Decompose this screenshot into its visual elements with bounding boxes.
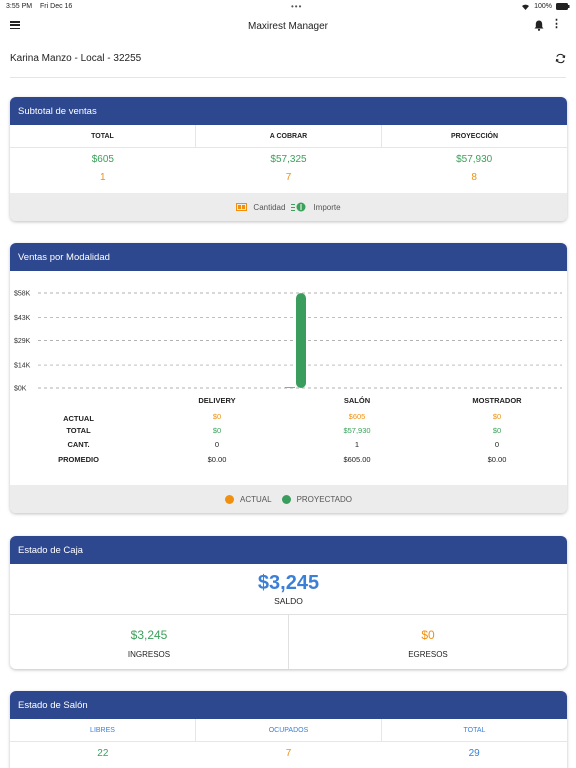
salon-header-ocupados: OCUPADOS <box>195 719 381 742</box>
caja-saldo: $3,245 SALDO <box>10 564 567 615</box>
legend-importe: Importe <box>313 202 341 212</box>
salon-total-value: 29 <box>468 748 480 759</box>
status-time: 3:55 PM <box>6 2 33 10</box>
wifi-icon <box>522 4 530 10</box>
multitask-dots-icon[interactable]: ••• <box>291 1 303 11</box>
cell-actual-salon: $605 <box>348 411 366 421</box>
subtotal-amount: $605 <box>91 154 114 165</box>
salon-header-total: TOTAL <box>381 719 567 742</box>
subtotal-count: 7 <box>285 172 292 183</box>
location-label: Karina Manzo - Local - 32255 <box>10 53 142 64</box>
table-row: ACTUAL $0 $605 $0 <box>10 409 567 424</box>
battery-icon <box>555 2 570 10</box>
ingresos-value: $3,245 <box>130 628 168 642</box>
app-bar: Maxirest Manager ⋮ <box>0 12 576 40</box>
caja-ingresos: $3,245 INGRESOS <box>10 615 289 669</box>
cell-total-delivery: $0 <box>212 425 222 435</box>
cell-cant-salon: 1 <box>354 440 360 449</box>
salon-values: 22 7 29 <box>10 742 567 759</box>
legend-actual-dot-icon <box>225 494 234 504</box>
cell-promedio-mostrador: $0.00 <box>487 455 507 464</box>
subtotal-amount: $57,930 <box>456 154 493 165</box>
status-time-date: 3:55 PM Fri Dec 16 <box>6 3 72 10</box>
row-label-cant: CANT. <box>67 440 90 449</box>
cell-total-mostrador: $0 <box>492 425 502 435</box>
legend-proyectado: PROYECTADO <box>296 494 352 504</box>
subtotal-count: 1 <box>100 172 106 183</box>
cell-cant-mostrador: 0 <box>494 440 500 449</box>
app-title: Maxirest Manager <box>247 20 329 32</box>
battery-percent: 100% <box>534 2 552 10</box>
cell-actual-mostrador: $0 <box>492 411 502 421</box>
salon-title: Estado de Salón <box>10 691 567 719</box>
egresos-label: EGRESOS <box>408 650 448 659</box>
saldo-label: SALDO <box>274 596 303 606</box>
subtotal-headers: TOTAL A COBRAR PROYECCIÓN <box>10 125 567 148</box>
bar-actual <box>285 387 295 388</box>
bar-proyectado <box>296 293 306 388</box>
ingresos-label: INGRESOS <box>127 650 171 659</box>
modalidad-table: DELIVERY SALÓN MOSTRADOR ACTUAL $0 $605 … <box>10 391 567 467</box>
salon-libres-value: 22 <box>97 748 109 759</box>
modalidad-header-row: DELIVERY SALÓN MOSTRADOR <box>10 391 567 409</box>
cantidad-icon <box>236 203 248 211</box>
legend-cantidad: Cantidad <box>253 202 286 212</box>
subtotal-title: Subtotal de ventas <box>10 97 567 125</box>
location-bar: Karina Manzo - Local - 32255 <box>10 40 566 78</box>
subtotal-header-a-cobrar: A COBRAR <box>195 125 381 148</box>
y-tick-label: $58K <box>14 291 31 298</box>
y-tick-label: $29K <box>14 338 31 345</box>
status-bar: 3:55 PM Fri Dec 16 ••• 100% <box>0 0 576 12</box>
importe-icon <box>291 202 306 212</box>
y-tick-label: $0K <box>14 386 27 392</box>
subtotal-header-proyeccion: PROYECCIÓN <box>381 125 567 148</box>
col-header-mostrador: MOSTRADOR <box>472 395 522 405</box>
subtotal-col-total: $605 1 <box>10 148 196 193</box>
salon-headers: LIBRES OCUPADOS TOTAL <box>10 719 567 742</box>
table-row: CANT. 0 1 0 <box>10 437 567 452</box>
subtotal-col-a-cobrar: $57,325 7 <box>196 148 382 193</box>
y-tick-label: $14K <box>14 363 31 370</box>
table-row: TOTAL $0 $57,930 $0 <box>10 423 567 437</box>
status-date: Fri Dec 16 <box>40 2 73 10</box>
salon-header-libres: LIBRES <box>10 719 195 742</box>
caja-card: Estado de Caja $3,245 SALDO $3,245 INGRE… <box>10 536 567 669</box>
subtotal-count: 8 <box>471 172 477 183</box>
y-tick-label: $43K <box>14 315 31 322</box>
subtotal-card: Subtotal de ventas TOTAL A COBRAR PROYEC… <box>10 97 567 221</box>
modalidad-chart: $58K $43K $29K $14K $0K <box>14 291 562 392</box>
cell-cant-delivery: 0 <box>214 440 220 449</box>
modalidad-card: Ventas por Modalidad $58K $43K $29K $14K $0K… <box>10 243 567 513</box>
row-label-promedio: PROMEDIO <box>58 455 99 464</box>
subtotal-header-total: TOTAL <box>10 125 195 148</box>
salon-card: Estado de Salón LIBRES OCUPADOS TOTAL 22… <box>10 691 567 768</box>
caja-breakdown: $3,245 INGRESOS $0 EGRESOS <box>10 615 567 669</box>
subtotal-col-proyeccion: $57,930 8 <box>381 148 567 193</box>
more-vertical-icon[interactable]: ⋮ <box>551 18 562 30</box>
row-label-total: TOTAL <box>66 425 91 435</box>
cell-promedio-salon: $605.00 <box>343 455 371 464</box>
col-header-salon: SALÓN <box>343 395 371 405</box>
subtotal-amount: $57,325 <box>270 154 307 165</box>
subtotal-values: $605 1 $57,325 7 $57,930 8 <box>10 148 567 193</box>
table-row: PROMEDIO $0.00 $605.00 $0.00 <box>10 452 567 467</box>
salon-ocupados-value: 7 <box>285 748 292 759</box>
row-label-actual: ACTUAL <box>63 414 94 423</box>
legend-proyectado-dot-icon <box>281 494 291 504</box>
bell-icon[interactable] <box>534 20 544 31</box>
cell-actual-delivery: $0 <box>212 411 222 421</box>
saldo-value: $3,245 <box>257 572 320 594</box>
col-header-delivery: DELIVERY <box>198 395 236 405</box>
caja-title: Estado de Caja <box>10 536 567 564</box>
legend-actual: ACTUAL <box>240 494 272 504</box>
subtotal-legend: Cantidad Importe <box>10 193 567 221</box>
cell-total-salon: $57,930 <box>343 425 371 435</box>
modalidad-legend: ACTUAL PROYECTADO <box>10 485 567 513</box>
cell-promedio-delivery: $0.00 <box>207 455 227 464</box>
modalidad-title: Ventas por Modalidad <box>10 243 567 271</box>
menu-icon[interactable] <box>10 20 20 30</box>
caja-egresos: $0 EGRESOS <box>289 615 567 669</box>
refresh-icon[interactable] <box>555 53 566 64</box>
egresos-value: $0 <box>421 628 435 642</box>
